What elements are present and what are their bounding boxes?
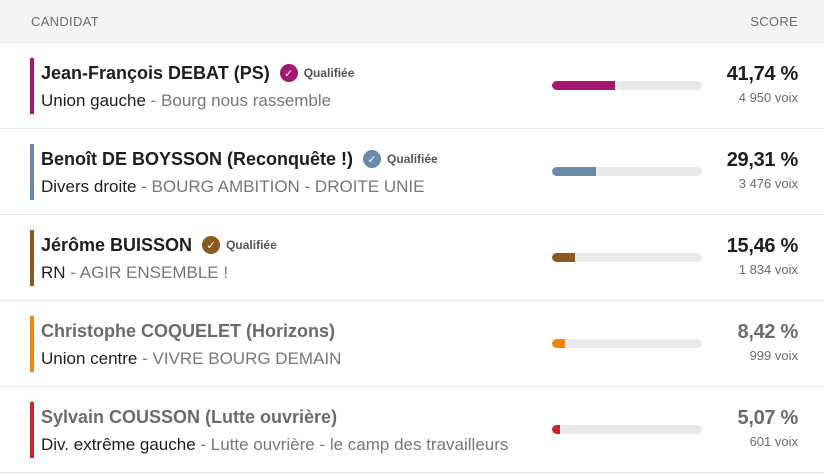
candidate-info: Jérôme BUISSON ✓ Qualifiée RN - AGIR ENS… [41, 233, 541, 283]
score-bar [552, 253, 702, 262]
candidate-nuance-line: RN - AGIR ENSEMBLE ! [41, 263, 541, 283]
candidate-nuance: RN [41, 263, 66, 282]
qualified-badge: ✓ Qualifiée [202, 236, 277, 254]
vote-count: 601 voix [749, 434, 798, 449]
candidate-nuance-line: Div. extrême gauche - Lutte ouvrière - l… [41, 435, 541, 455]
candidate-row: Christophe COQUELET (Horizons) Union cen… [0, 301, 824, 387]
candidate-nuance-line: Divers droite - BOURG AMBITION - DROITE … [41, 177, 541, 197]
candidate-nuance: Union centre [41, 349, 138, 368]
score-bar-fill [552, 167, 596, 176]
candidate-color-bar [30, 402, 34, 458]
candidate-nuance: Divers droite [41, 177, 137, 196]
score-percent: 41,74 % [726, 63, 799, 85]
check-circle-icon: ✓ [279, 64, 298, 82]
check-circle-icon: ✓ [202, 236, 221, 254]
candidate-list-name: Bourg nous rassemble [161, 91, 332, 110]
score-percent: 29,31 % [726, 149, 799, 171]
candidate-info: Jean-François DEBAT (PS) ✓ Qualifiée Uni… [41, 61, 541, 111]
candidate-name: Christophe COQUELET (Horizons) [41, 320, 335, 341]
score-bar [552, 81, 702, 90]
table-header: CANDIDAT SCORE [0, 0, 824, 43]
qualified-label: Qualifiée [226, 238, 277, 252]
check-circle-icon: ✓ [363, 150, 382, 168]
candidate-row: Jean-François DEBAT (PS) ✓ Qualifiée Uni… [0, 43, 824, 129]
candidate-list-name: Lutte ouvrière - le camp des travailleur… [210, 435, 509, 454]
candidate-nuance-line: Union gauche - Bourg nous rassemble [41, 91, 541, 111]
candidate-name: Jérôme BUISSON [41, 234, 193, 255]
score-bar [552, 425, 702, 434]
candidate-row: Jérôme BUISSON ✓ Qualifiée RN - AGIR ENS… [0, 215, 824, 301]
qualified-label: Qualifiée [303, 66, 355, 80]
candidate-list-name: BOURG AMBITION - DROITE UNIE [151, 177, 425, 196]
candidate-score: 29,31 % 3 476 voix [726, 149, 799, 191]
candidate-score: 41,74 % 4 950 voix [726, 63, 799, 105]
score-bar [552, 339, 702, 348]
candidate-score: 8,42 % 999 voix [737, 321, 799, 363]
candidate-list: Jean-François DEBAT (PS) ✓ Qualifiée Uni… [0, 43, 824, 473]
separator: - [137, 349, 153, 368]
score-bar-fill [552, 253, 576, 262]
candidate-list-name: VIVRE BOURG DEMAIN [152, 349, 342, 368]
candidate-color-bar [30, 316, 34, 372]
candidate-name: Benoît DE BOYSSON (Reconquête !) [41, 148, 354, 169]
candidate-row: Sylvain COUSSON (Lutte ouvrière) Div. ex… [0, 387, 824, 473]
header-candidat: CANDIDAT [31, 13, 99, 29]
candidate-color-bar [30, 144, 34, 200]
candidate-color-bar [30, 58, 34, 114]
candidate-info: Sylvain COUSSON (Lutte ouvrière) Div. ex… [41, 405, 541, 455]
score-percent: 8,42 % [737, 321, 799, 343]
candidate-list-name: AGIR ENSEMBLE ! [79, 263, 229, 282]
candidate-score: 15,46 % 1 834 voix [726, 235, 799, 277]
score-bar-fill [552, 425, 560, 434]
candidate-nuance: Union gauche [41, 91, 146, 110]
vote-count: 4 950 voix [738, 90, 798, 105]
candidate-nuance-line: Union centre - VIVRE BOURG DEMAIN [41, 349, 541, 369]
qualified-badge: ✓ Qualifiée [279, 64, 355, 82]
candidate-row: Benoît DE BOYSSON (Reconquête !) ✓ Quali… [0, 129, 824, 215]
score-bar-fill [552, 81, 615, 90]
vote-count: 3 476 voix [738, 176, 798, 191]
candidate-nuance: Div. extrême gauche [41, 435, 196, 454]
candidate-info: Christophe COQUELET (Horizons) Union cen… [41, 319, 541, 369]
separator: - [195, 435, 211, 454]
vote-count: 1 834 voix [738, 262, 798, 277]
score-percent: 5,07 % [737, 407, 799, 429]
separator: - [136, 177, 152, 196]
candidate-name: Jean-François DEBAT (PS) [41, 62, 270, 83]
score-bar-fill [552, 339, 565, 348]
separator: - [65, 263, 80, 282]
qualified-label: Qualifiée [387, 152, 438, 166]
candidate-name: Sylvain COUSSON (Lutte ouvrière) [41, 406, 338, 427]
candidate-info: Benoît DE BOYSSON (Reconquête !) ✓ Quali… [41, 147, 541, 197]
vote-count: 999 voix [749, 348, 798, 363]
score-percent: 15,46 % [726, 235, 799, 257]
separator: - [145, 91, 162, 110]
header-score: SCORE [750, 13, 798, 29]
score-bar [552, 167, 702, 176]
candidate-color-bar [30, 230, 34, 286]
candidate-score: 5,07 % 601 voix [737, 407, 799, 449]
qualified-badge: ✓ Qualifiée [363, 150, 438, 168]
